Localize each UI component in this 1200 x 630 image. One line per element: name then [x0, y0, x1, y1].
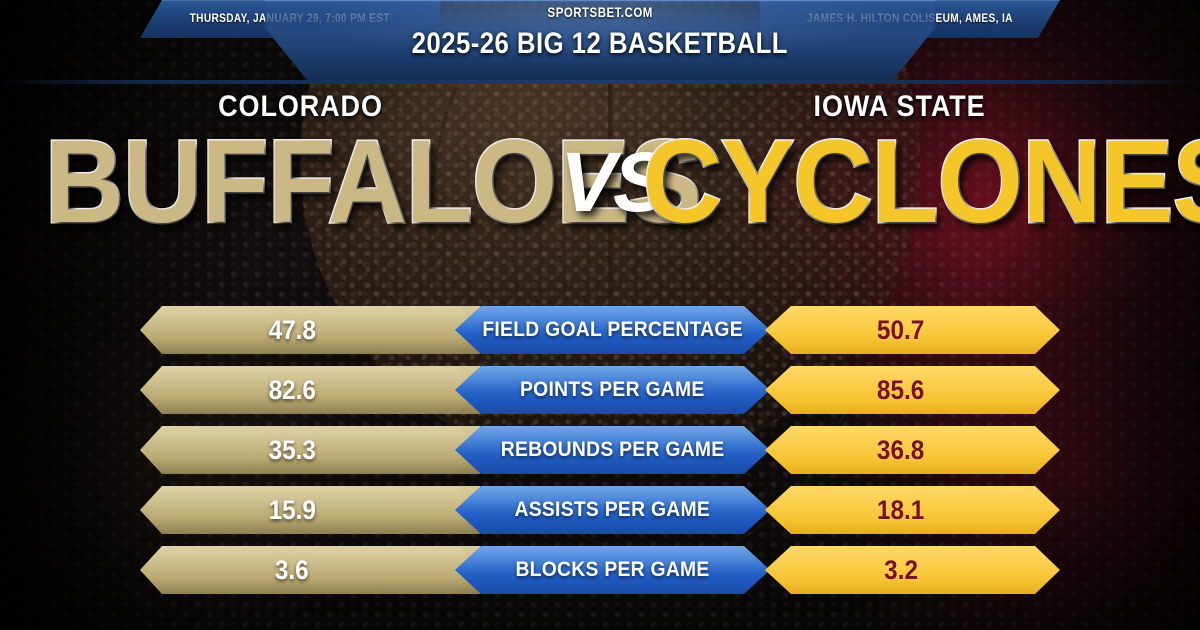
home-team-nickname: CYCLONES [620, 121, 1200, 242]
away-stat-value: 47.8 [268, 314, 316, 345]
home-stat-value: 85.6 [877, 374, 925, 405]
stat-label-bar: ASSISTS PER GAME [455, 486, 770, 534]
stat-label: ASSISTS PER GAME [506, 498, 719, 522]
away-team-nickname-text: BUFFALOES [43, 116, 703, 248]
away-team-city-text: COLORADO [217, 90, 383, 123]
header-underline [0, 80, 1200, 84]
away-team-nickname: BUFFALOES [20, 121, 703, 242]
page-title-text: 2025-26 BIG 12 BASKETBALL [411, 27, 789, 60]
home-stat-value: 50.7 [877, 314, 925, 345]
versus-label: VS [560, 140, 669, 224]
stat-label: FIELD GOAL PERCENTAGE [471, 318, 754, 342]
versus-text: VS [560, 135, 669, 229]
home-stat-value-bar: 50.7 [765, 306, 1060, 354]
header-center-plate [265, 0, 935, 80]
stat-label: POINTS PER GAME [512, 378, 713, 402]
away-stat-value: 82.6 [268, 374, 316, 405]
stat-label-text: ASSISTS PER GAME [514, 498, 711, 521]
home-stat-value-bar: 3.2 [765, 546, 1060, 594]
stat-label: BLOCKS PER GAME [507, 558, 718, 582]
stat-label-bar: POINTS PER GAME [455, 366, 770, 414]
stat-label-text: POINTS PER GAME [520, 378, 705, 401]
away-bar-fill [140, 426, 480, 474]
stat-label-text: BLOCKS PER GAME [515, 558, 710, 581]
home-stat-value-bar: 85.6 [765, 366, 1060, 414]
stat-row: 35.3 REBOUNDS PER GAME 36.8 [0, 426, 1200, 474]
home-team-block[interactable]: IOWA STATE CYCLONES [620, 92, 1200, 243]
stat-row: 3.6 BLOCKS PER GAME 3.2 [0, 546, 1200, 594]
home-stat-value: 36.8 [877, 434, 925, 465]
away-stat-value-bar: 35.3 [140, 426, 480, 474]
away-stat-value-bar: 3.6 [140, 546, 480, 594]
stat-label-text: REBOUNDS PER GAME [500, 438, 725, 461]
stat-label-bar: BLOCKS PER GAME [455, 546, 770, 594]
away-bar-fill [140, 486, 480, 534]
away-team-city: COLORADO [20, 92, 580, 122]
stat-row: 15.9 ASSISTS PER GAME 18.1 [0, 486, 1200, 534]
stat-comparison-table: 47.8 FIELD GOAL PERCENTAGE 50.7 82.6 POINTS … [0, 306, 1200, 606]
home-team-city-text: IOWA STATE [813, 90, 986, 123]
brand-text: SPORTSBET.COM [547, 4, 653, 20]
away-stat-value: 3.6 [275, 554, 309, 585]
home-team-city: IOWA STATE [620, 92, 1180, 122]
home-stat-value-bar: 18.1 [765, 486, 1060, 534]
away-bar-fill [140, 306, 480, 354]
away-stat-value: 35.3 [268, 434, 316, 465]
away-stat-value-bar: 15.9 [140, 486, 480, 534]
home-team-nickname-text: CYCLONES [641, 116, 1200, 248]
home-stat-value: 3.2 [883, 554, 918, 585]
stat-label: REBOUNDS PER GAME [491, 438, 734, 462]
away-bar-fill [140, 366, 480, 414]
page-title: 2025-26 BIG 12 BASKETBALL [0, 27, 1200, 61]
away-stat-value-bar: 82.6 [140, 366, 480, 414]
home-stat-value: 18.1 [877, 494, 925, 525]
stat-row: 47.8 FIELD GOAL PERCENTAGE 50.7 [0, 306, 1200, 354]
stat-label-bar: REBOUNDS PER GAME [455, 426, 770, 474]
stat-label-bar: FIELD GOAL PERCENTAGE [455, 306, 770, 354]
away-team-block[interactable]: COLORADO BUFFALOES [20, 92, 703, 243]
stat-label-text: FIELD GOAL PERCENTAGE [482, 318, 743, 341]
brand-logo[interactable]: SPORTSBET.COM [0, 4, 1200, 20]
away-bar-fill [140, 546, 480, 594]
away-stat-value: 15.9 [268, 494, 316, 525]
away-stat-value-bar: 47.8 [140, 306, 480, 354]
header-banner: THURSDAY, JANUARY 29, 7:00 PM EST JAMES … [0, 0, 1200, 86]
stat-row: 82.6 POINTS PER GAME 85.6 [0, 366, 1200, 414]
home-stat-value-bar: 36.8 [765, 426, 1060, 474]
matchup-headline: COLORADO BUFFALOES VS IOWA STATE CYCLONE… [0, 92, 1200, 297]
